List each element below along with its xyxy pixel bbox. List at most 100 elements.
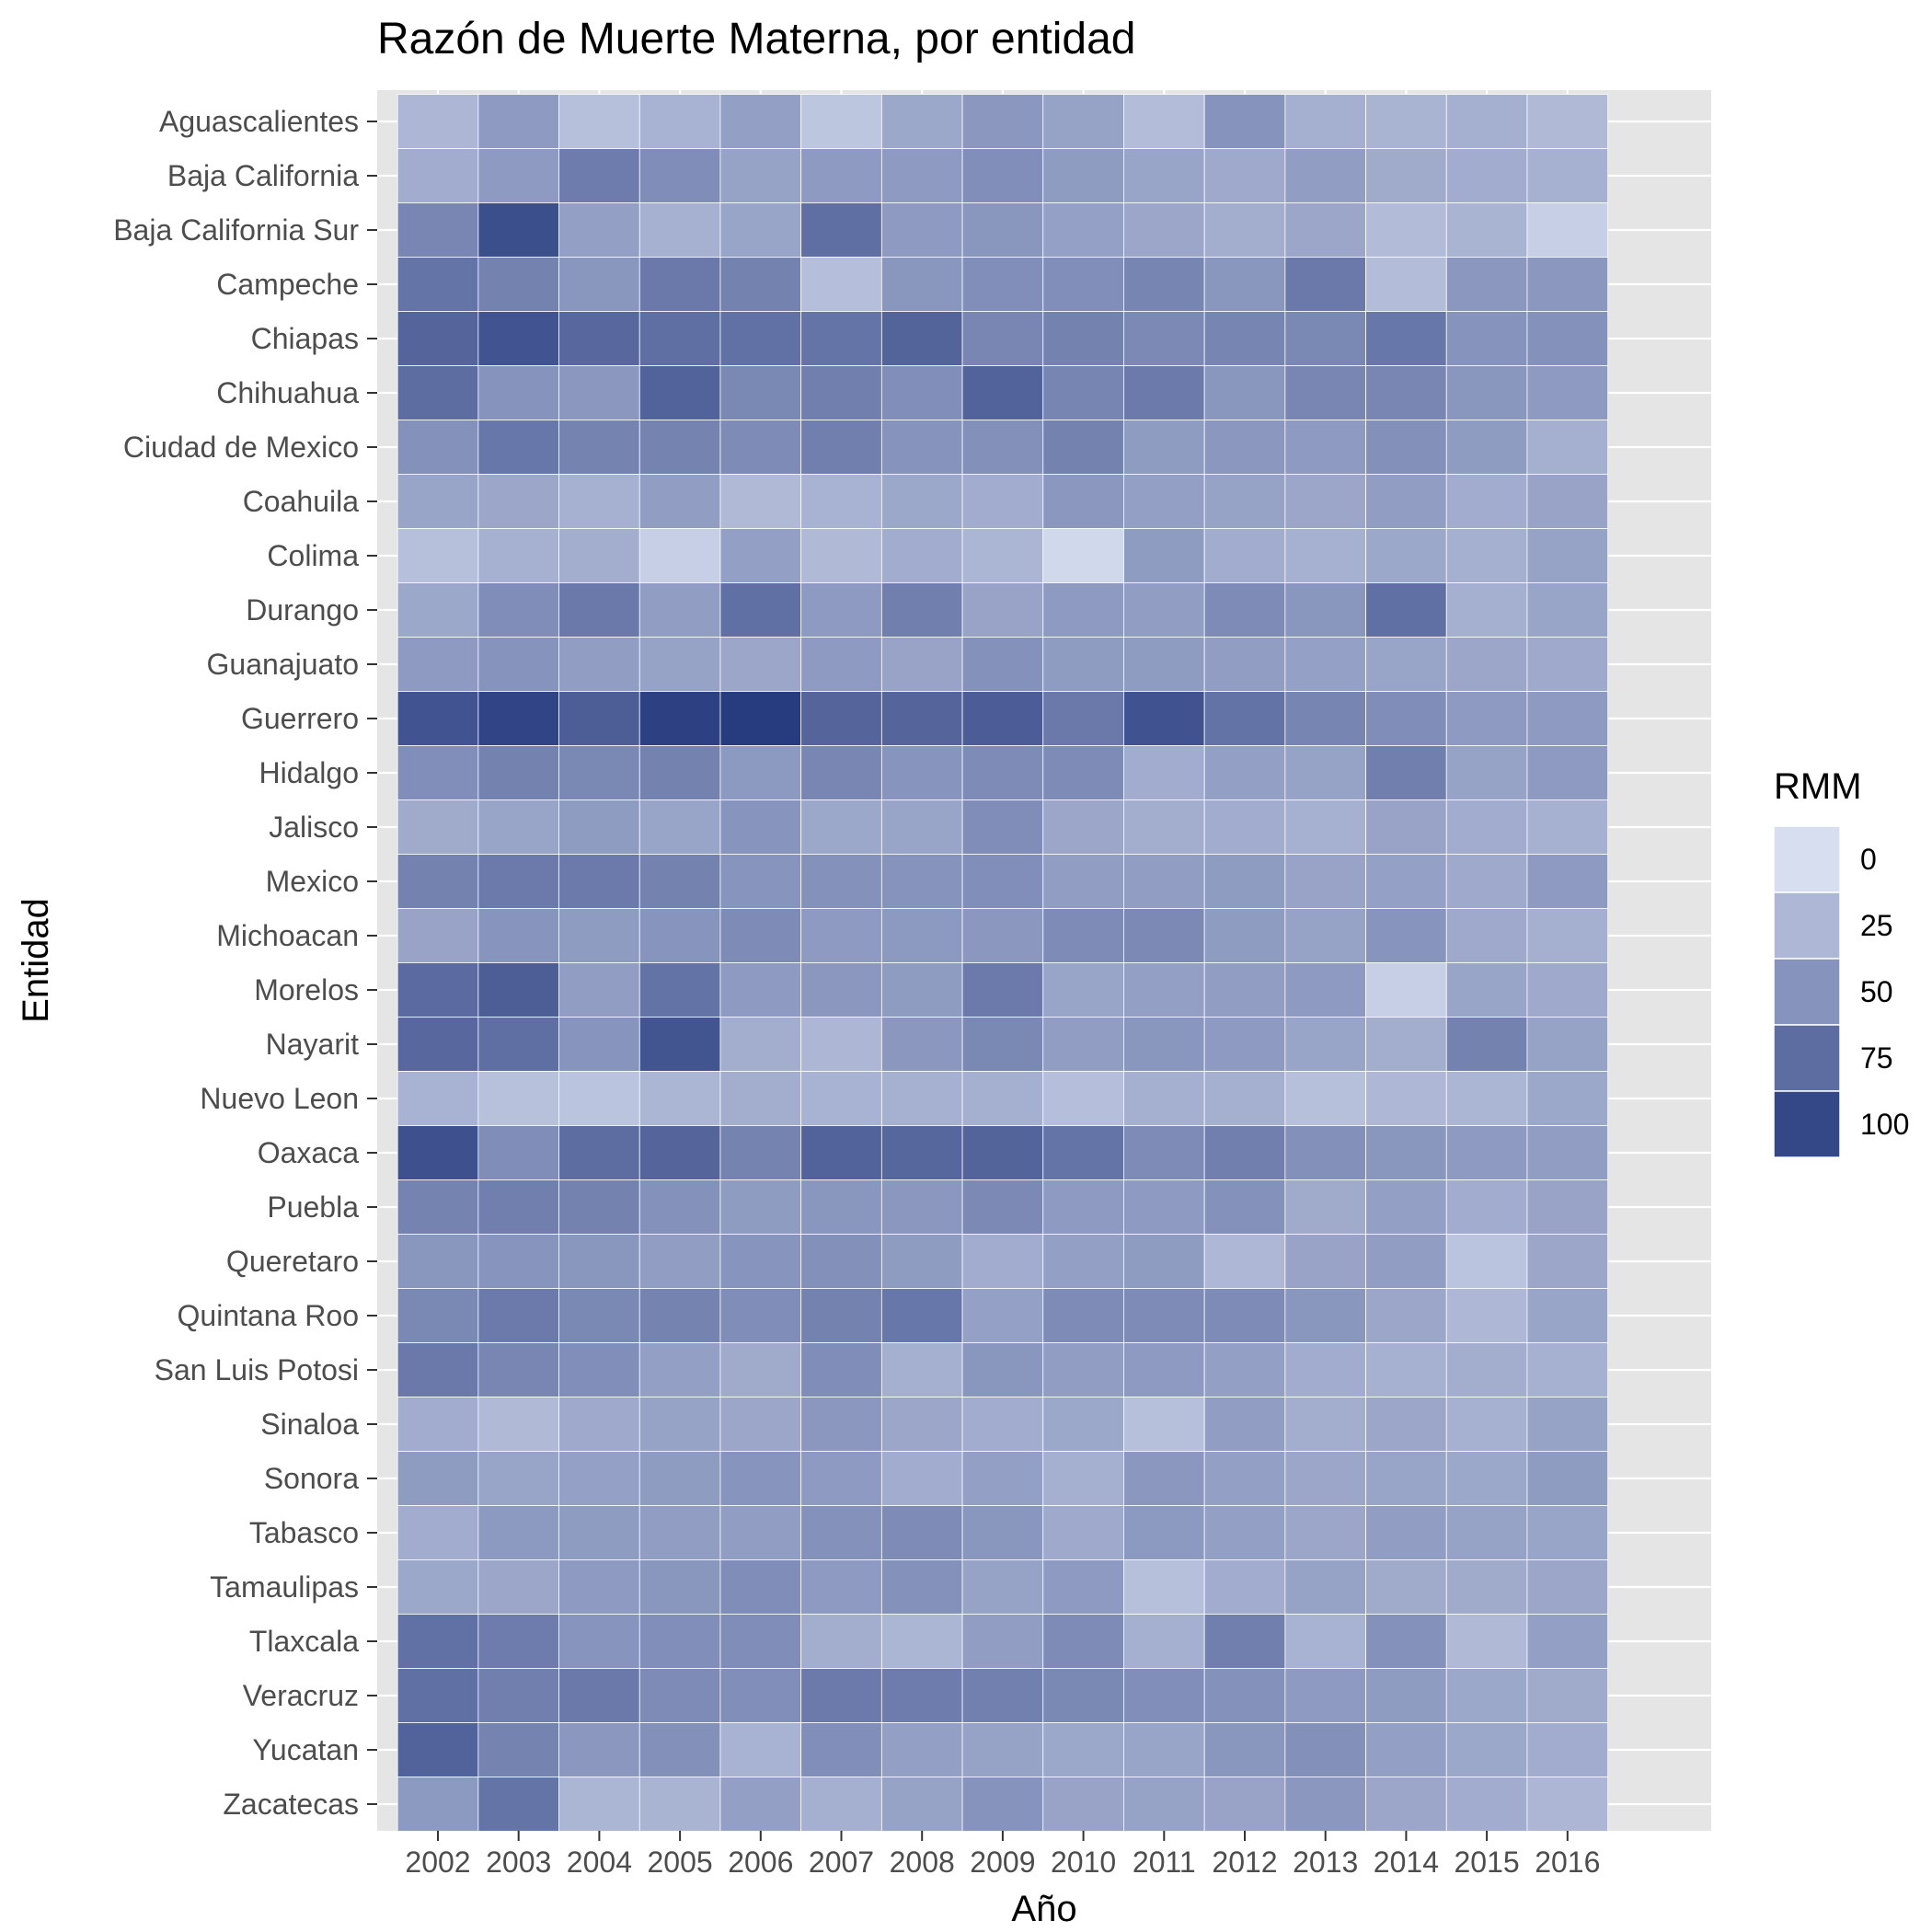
- y-tick-label: Colima: [267, 539, 359, 572]
- heatmap-cell: [719, 528, 802, 583]
- heatmap-cell: [1445, 1397, 1528, 1452]
- heatmap-cell: [1042, 637, 1124, 692]
- heatmap-cell: [1445, 1017, 1528, 1072]
- heatmap-cell: [880, 1017, 963, 1072]
- heatmap-cell: [638, 691, 721, 746]
- heatmap-cell: [1445, 202, 1528, 258]
- y-tick-label: Sinaloa: [260, 1408, 359, 1441]
- heatmap-cell: [477, 94, 559, 149]
- heatmap-cell: [477, 1017, 559, 1072]
- heatmap-cell: [1042, 420, 1124, 475]
- heatmap-cell: [880, 1179, 963, 1235]
- heatmap-cell: [1123, 202, 1205, 258]
- heatmap-cell: [800, 1614, 882, 1669]
- heatmap-cell: [1203, 908, 1286, 963]
- heatmap-cell: [880, 1777, 963, 1832]
- x-tick-label: 2015: [1455, 1846, 1520, 1879]
- heatmap-cell: [1284, 1505, 1366, 1560]
- heatmap-cell: [1042, 1777, 1124, 1832]
- heatmap-cell: [719, 1614, 802, 1669]
- heatmap-cell: [1526, 1614, 1609, 1669]
- y-tick-label: Ciudad de Mexico: [123, 431, 359, 464]
- heatmap-cell: [800, 474, 882, 529]
- heatmap-cell: [1445, 1614, 1528, 1669]
- heatmap-cell: [1123, 962, 1205, 1018]
- heatmap-cell: [1365, 1179, 1447, 1235]
- heatmap-cell: [719, 1777, 802, 1832]
- heatmap-cell: [880, 1125, 963, 1180]
- heatmap-cell: [1365, 908, 1447, 963]
- heatmap-cell: [558, 365, 640, 420]
- heatmap-cell: [1526, 311, 1609, 366]
- heatmap-cell: [477, 691, 559, 746]
- heatmap-cell: [1445, 1342, 1528, 1397]
- heatmap-cell: [1203, 365, 1286, 420]
- heatmap-cell: [719, 311, 802, 366]
- heatmap-cell: [1042, 1179, 1124, 1235]
- heatmap-cell: [800, 1017, 882, 1072]
- heatmap-cell: [1365, 311, 1447, 366]
- heatmap-cell: [1042, 311, 1124, 366]
- heatmap-cell: [1203, 582, 1286, 638]
- heatmap-cell: [558, 1397, 640, 1452]
- y-tick-label: Baja California: [167, 159, 359, 192]
- heatmap-cell: [800, 1668, 882, 1723]
- y-tick-label: Tabasco: [249, 1516, 359, 1549]
- heatmap-cell: [800, 637, 882, 692]
- heatmap-cell: [1123, 420, 1205, 475]
- heatmap-cell: [880, 745, 963, 800]
- heatmap-cell: [1203, 691, 1286, 746]
- heatmap-cell: [1365, 1234, 1447, 1289]
- heatmap-cell: [1123, 1342, 1205, 1397]
- heatmap-cell: [1526, 420, 1609, 475]
- heatmap-cell: [1365, 1288, 1447, 1343]
- heatmap-cell: [477, 257, 559, 312]
- legend-swatch: [1773, 1090, 1841, 1158]
- heatmap-cell: [1123, 1397, 1205, 1452]
- heatmap-cell: [719, 1125, 802, 1180]
- heatmap-cell: [638, 311, 721, 366]
- heatmap-cell: [1526, 528, 1609, 583]
- heatmap-cell: [638, 202, 721, 258]
- heatmap-cell: [397, 1397, 479, 1452]
- heatmap-cell: [961, 1342, 1044, 1397]
- heatmap-cell: [1365, 691, 1447, 746]
- heatmap-cell: [1123, 1668, 1205, 1723]
- y-tick-label: Tlaxcala: [249, 1625, 359, 1658]
- heatmap-cell: [719, 1559, 802, 1615]
- heatmap-cells: [397, 94, 1609, 1832]
- heatmap-cell: [1445, 962, 1528, 1018]
- heatmap-cell: [397, 962, 479, 1018]
- y-tick-label: Chihuahua: [216, 376, 359, 409]
- heatmap-cell: [1123, 1505, 1205, 1560]
- heatmap-cell: [558, 691, 640, 746]
- heatmap-cell: [1042, 1234, 1124, 1289]
- heatmap-cell: [1203, 854, 1286, 909]
- y-tick-label: Campeche: [216, 268, 359, 301]
- heatmap-cell: [1526, 1071, 1609, 1126]
- heatmap-cell: [1445, 1179, 1528, 1235]
- heatmap-cell: [719, 908, 802, 963]
- heatmap-cell: [719, 1505, 802, 1560]
- heatmap-cell: [1123, 528, 1205, 583]
- heatmap-cell: [397, 1342, 479, 1397]
- heatmap-cell: [1445, 854, 1528, 909]
- heatmap-cell: [1042, 94, 1124, 149]
- heatmap-cell: [638, 1451, 721, 1506]
- legend-swatch: [1773, 958, 1841, 1026]
- x-tick-label: 2012: [1212, 1846, 1277, 1879]
- heatmap-cell: [397, 1451, 479, 1506]
- heatmap-cell: [1284, 1125, 1366, 1180]
- heatmap-cell: [638, 528, 721, 583]
- heatmap-cell: [397, 745, 479, 800]
- heatmap-cell: [1203, 1559, 1286, 1615]
- heatmap-cell: [1203, 1125, 1286, 1180]
- heatmap-cell: [719, 1397, 802, 1452]
- heatmap-cell: [1123, 365, 1205, 420]
- heatmap-cell: [880, 1722, 963, 1777]
- heatmap-cell: [1123, 1234, 1205, 1289]
- heatmap-cell: [558, 257, 640, 312]
- heatmap-cell: [397, 1777, 479, 1832]
- x-tick-label: 2005: [648, 1846, 713, 1879]
- heatmap-cell: [558, 148, 640, 203]
